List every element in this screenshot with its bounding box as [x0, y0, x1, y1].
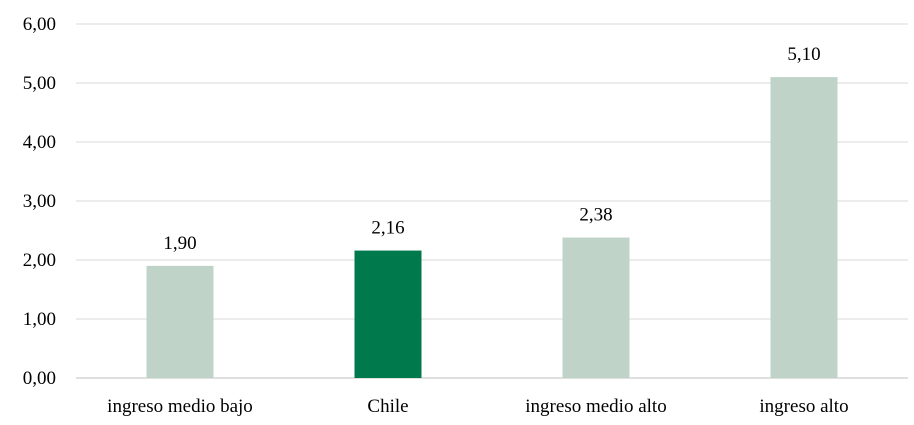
y-tick-label: 3,00	[23, 191, 56, 212]
x-axis-tick-labels: ingreso medio bajo Chile ingreso medio alt…	[107, 396, 848, 417]
y-tick-label: 4,00	[23, 132, 56, 153]
y-tick-label: 2,00	[23, 250, 56, 271]
y-tick-label: 0,00	[23, 368, 56, 389]
bar-ingreso-medio-bajo	[146, 265, 214, 378]
bars	[146, 77, 838, 378]
x-tick-label: ingreso medio alto	[525, 396, 666, 417]
data-label: 2,38	[579, 205, 612, 226]
bar-chile	[354, 250, 422, 378]
x-tick-label: ingreso medio bajo	[107, 396, 253, 417]
y-tick-label: 5,00	[23, 73, 56, 94]
y-tick-label: 6,00	[23, 14, 56, 35]
data-label: 1,90	[163, 233, 196, 254]
y-axis-tick-labels: 0,00 1,00 2,00 3,00 4,00 5,00 6,00	[23, 14, 56, 389]
data-label: 2,16	[371, 218, 404, 239]
grid-layer	[76, 23, 908, 379]
value-labels: 1,90 2,16 2,38 5,10	[163, 44, 820, 254]
x-tick-label: ingreso alto	[759, 396, 848, 417]
x-tick-label: Chile	[367, 396, 408, 417]
bar-ingreso-alto	[770, 77, 838, 378]
data-label: 5,10	[787, 44, 820, 65]
bar-ingreso-medio-alto	[562, 237, 630, 378]
y-tick-label: 1,00	[23, 309, 56, 330]
